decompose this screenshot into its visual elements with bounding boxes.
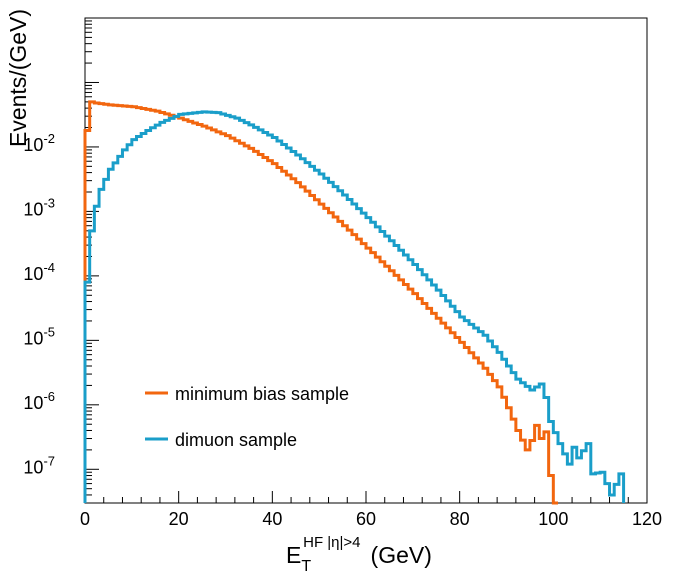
series-dimuon-line bbox=[83, 110, 626, 503]
x-tick-label: 40 bbox=[262, 509, 282, 529]
y-tick-label: 10-5 bbox=[23, 324, 55, 348]
plot-frame-group bbox=[84, 17, 648, 504]
series-min-bias-line bbox=[83, 100, 559, 505]
x-axis-label-subscript: T bbox=[301, 558, 311, 572]
y-axis-label: Events/(GeV) bbox=[5, 9, 31, 147]
x-tick-label: 20 bbox=[169, 509, 189, 529]
legend-label-min-bias: minimum bias sample bbox=[175, 384, 349, 404]
x-tick-label: 80 bbox=[450, 509, 470, 529]
legend-label-dimuon: dimuon sample bbox=[175, 430, 297, 450]
x-tick-label: 120 bbox=[632, 509, 662, 529]
y-tick-label: 10-3 bbox=[23, 195, 55, 219]
x-axis-label-main: E bbox=[286, 542, 301, 568]
series-group bbox=[83, 100, 626, 505]
x-axis-label: ET HF |η|>4 (GeV) bbox=[286, 534, 432, 572]
x-tick-label: 60 bbox=[356, 509, 376, 529]
x-axis-label-unit: (GeV) bbox=[371, 542, 432, 568]
x-tick-label: 100 bbox=[538, 509, 568, 529]
axis-labels: Events/(GeV) ET HF |η|>4 (GeV) bbox=[5, 9, 432, 572]
y-tick-label: 10-7 bbox=[23, 453, 55, 477]
x-axis-label-superscript: HF |η|>4 bbox=[303, 534, 360, 551]
y-tick-label: 10-6 bbox=[23, 389, 55, 413]
plot-frame bbox=[84, 17, 648, 504]
y-tick-label: 10-2 bbox=[23, 131, 55, 155]
legend: minimum bias sample dimuon sample bbox=[145, 384, 349, 450]
y-tick-label: 10-4 bbox=[23, 260, 55, 284]
axis-ticks: 0 20 40 60 80 100 120 10-2 10-3 10-4 10-5 10-6 10-7 bbox=[23, 17, 662, 529]
x-tick-label: 0 bbox=[80, 509, 90, 529]
